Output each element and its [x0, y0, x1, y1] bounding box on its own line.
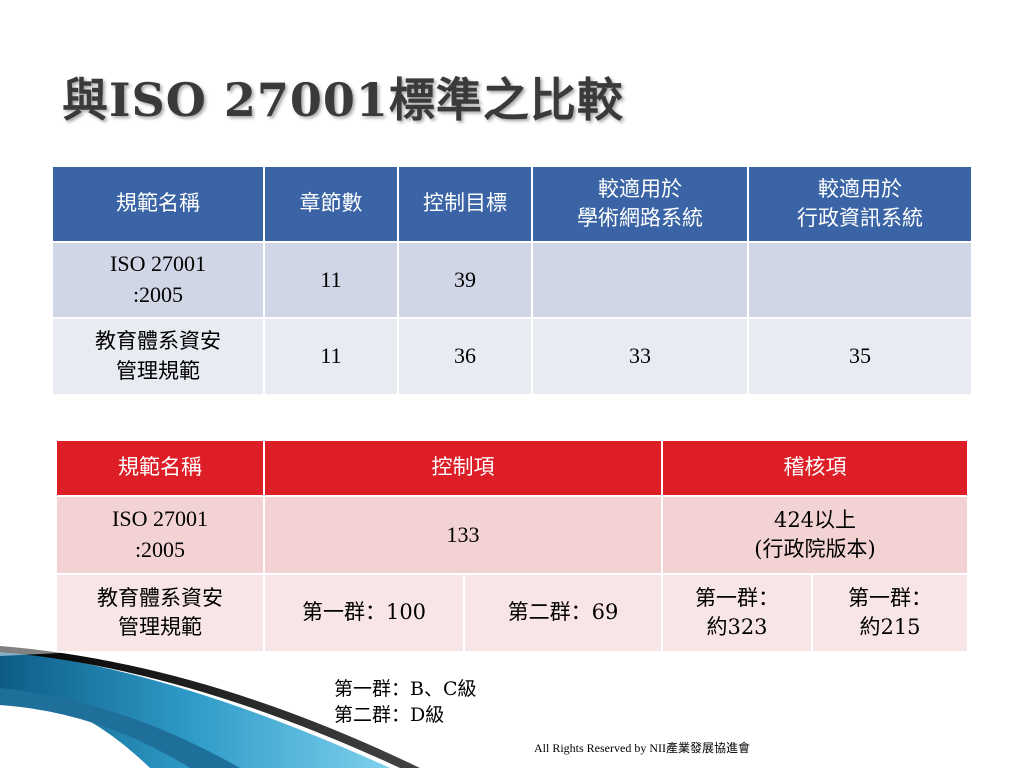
table-header-row: 規範名稱 章節數 控制目標 較適用於 學術網路系統 較適用於 行政資訊系統 — [53, 167, 971, 241]
header-cell: 規範名稱 — [53, 167, 263, 241]
header-cell: 稽核項 — [663, 441, 967, 495]
legend-notes: 第一群：B、C級 第二群：D級 — [334, 676, 477, 728]
header-cell: 較適用於 行政資訊系統 — [749, 167, 971, 241]
table-cell: 39 — [399, 243, 531, 317]
table-cell: 11 — [265, 319, 397, 394]
table-row: ISO 27001 :2005 11 39 — [53, 243, 971, 317]
table-cell: 第二群：69 — [465, 575, 661, 651]
table-cell: 第一群： 約215 — [813, 575, 967, 651]
table-cell: 教育體系資安 管理規範 — [57, 575, 263, 651]
header-cell: 控制項 — [265, 441, 661, 495]
table-cell: ISO 27001 :2005 — [57, 497, 263, 573]
table-cell: 第一群：100 — [265, 575, 463, 651]
table-cell: 35 — [749, 319, 971, 394]
comparison-table-controls: 規範名稱 控制項 稽核項 ISO 27001 :2005 133 424以上 (… — [55, 439, 969, 653]
table-row: 教育體系資安 管理規範 第一群：100 第二群：69 第一群： 約323 第一群… — [57, 575, 967, 651]
table-cell: 11 — [265, 243, 397, 317]
table-header-row: 規範名稱 控制項 稽核項 — [57, 441, 967, 495]
table-cell: ISO 27001 :2005 — [53, 243, 263, 317]
header-cell: 章節數 — [265, 167, 397, 241]
copyright-footer: All Rights Reserved by NII產業發展協進會 — [534, 741, 750, 755]
note-line: 第一群：B、C級 — [334, 678, 477, 700]
table-cell: 教育體系資安 管理規範 — [53, 319, 263, 394]
table-cell — [749, 243, 971, 317]
table-cell: 36 — [399, 319, 531, 394]
comparison-table-chapters: 規範名稱 章節數 控制目標 較適用於 學術網路系統 較適用於 行政資訊系統 IS… — [51, 165, 973, 396]
table-cell: 133 — [265, 497, 661, 573]
header-cell: 控制目標 — [399, 167, 531, 241]
header-cell: 較適用於 學術網路系統 — [533, 167, 747, 241]
note-line: 第二群：D級 — [334, 704, 445, 726]
table-row: 教育體系資安 管理規範 11 36 33 35 — [53, 319, 971, 394]
page-title: 與ISO 27001標準之比較 — [62, 73, 624, 127]
header-cell: 規範名稱 — [57, 441, 263, 495]
table-cell: 第一群： 約323 — [663, 575, 811, 651]
table-cell: 33 — [533, 319, 747, 394]
table-row: ISO 27001 :2005 133 424以上 (行政院版本) — [57, 497, 967, 573]
table-cell: 424以上 (行政院版本) — [663, 497, 967, 573]
table-cell — [533, 243, 747, 317]
